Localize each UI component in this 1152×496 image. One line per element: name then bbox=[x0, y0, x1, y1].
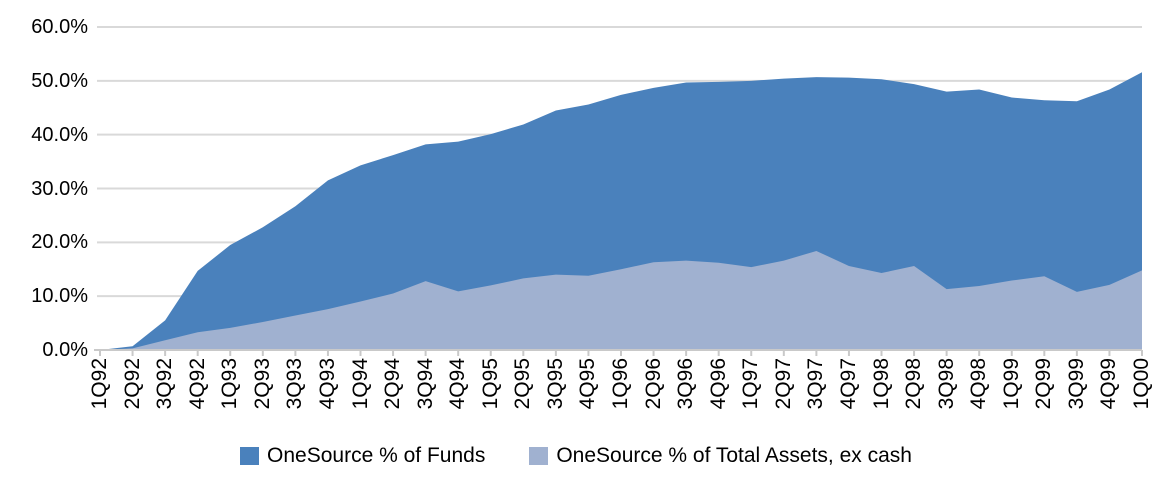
x-axis-label: 4Q97 bbox=[836, 358, 860, 410]
legend-swatch-funds-icon bbox=[240, 447, 260, 465]
x-axis-label: 1Q95 bbox=[478, 358, 502, 410]
x-axis-label: 2Q98 bbox=[902, 358, 926, 410]
legend-label-assets: OneSource % of Total Assets, ex cash bbox=[556, 444, 912, 467]
x-axis-label: 3Q95 bbox=[543, 358, 567, 410]
y-axis-label: 30.0% bbox=[31, 177, 88, 200]
x-axis-label: 1Q93 bbox=[218, 358, 242, 410]
x-axis-label: 4Q96 bbox=[706, 358, 730, 410]
legend-entry-assets: OneSource % of Total Assets, ex cash bbox=[529, 444, 912, 468]
y-axis-label: 10.0% bbox=[31, 285, 88, 308]
x-axis-label: 4Q99 bbox=[1097, 358, 1121, 410]
x-axis-label: 3Q93 bbox=[283, 358, 307, 410]
x-axis-label: 2Q99 bbox=[1032, 358, 1056, 410]
x-axis-label: 1Q94 bbox=[348, 358, 372, 410]
x-axis-label: 1Q99 bbox=[999, 358, 1023, 410]
x-axis-label: 4Q94 bbox=[446, 358, 470, 410]
x-axis-label: 2Q94 bbox=[381, 358, 405, 410]
x-axis-label: 1Q00 bbox=[1130, 358, 1152, 410]
x-axis-label: 2Q95 bbox=[511, 358, 535, 410]
x-axis-label: 1Q98 bbox=[869, 358, 893, 410]
y-axis-label: 20.0% bbox=[31, 231, 88, 254]
y-axis-label: 50.0% bbox=[31, 69, 88, 92]
legend-label-funds: OneSource % of Funds bbox=[267, 444, 486, 467]
x-axis-label: 4Q93 bbox=[315, 358, 339, 410]
legend: OneSource % of Funds OneSource % of Tota… bbox=[0, 444, 1152, 468]
legend-entry-funds: OneSource % of Funds bbox=[240, 444, 485, 468]
series-area-assets bbox=[100, 250, 1142, 350]
x-axis-label: 3Q99 bbox=[1064, 358, 1088, 410]
y-axis-label: 0.0% bbox=[42, 339, 88, 361]
x-axis-label: 1Q97 bbox=[739, 358, 763, 410]
x-axis-label: 3Q97 bbox=[804, 358, 828, 410]
y-axis-label: 40.0% bbox=[31, 123, 88, 146]
x-axis-label: 4Q92 bbox=[185, 358, 209, 410]
x-axis-label: 1Q96 bbox=[609, 358, 632, 410]
x-axis-label: 4Q95 bbox=[576, 358, 600, 410]
x-axis-label: 2Q92 bbox=[120, 358, 144, 410]
x-axis-label: 3Q98 bbox=[934, 358, 958, 410]
x-axis-label: 1Q92 bbox=[88, 358, 111, 410]
y-axis-label: 60.0% bbox=[31, 16, 88, 38]
x-axis-label: 2Q93 bbox=[250, 358, 274, 410]
x-axis-label: 2Q96 bbox=[641, 358, 665, 410]
x-axis-label: 3Q94 bbox=[413, 358, 437, 410]
x-axis-label: 2Q97 bbox=[771, 358, 795, 410]
x-axis-label: 4Q98 bbox=[967, 358, 991, 410]
x-axis-label: 3Q96 bbox=[674, 358, 698, 410]
legend-swatch-assets-icon bbox=[529, 447, 549, 465]
x-axis-label: 3Q92 bbox=[153, 358, 177, 410]
